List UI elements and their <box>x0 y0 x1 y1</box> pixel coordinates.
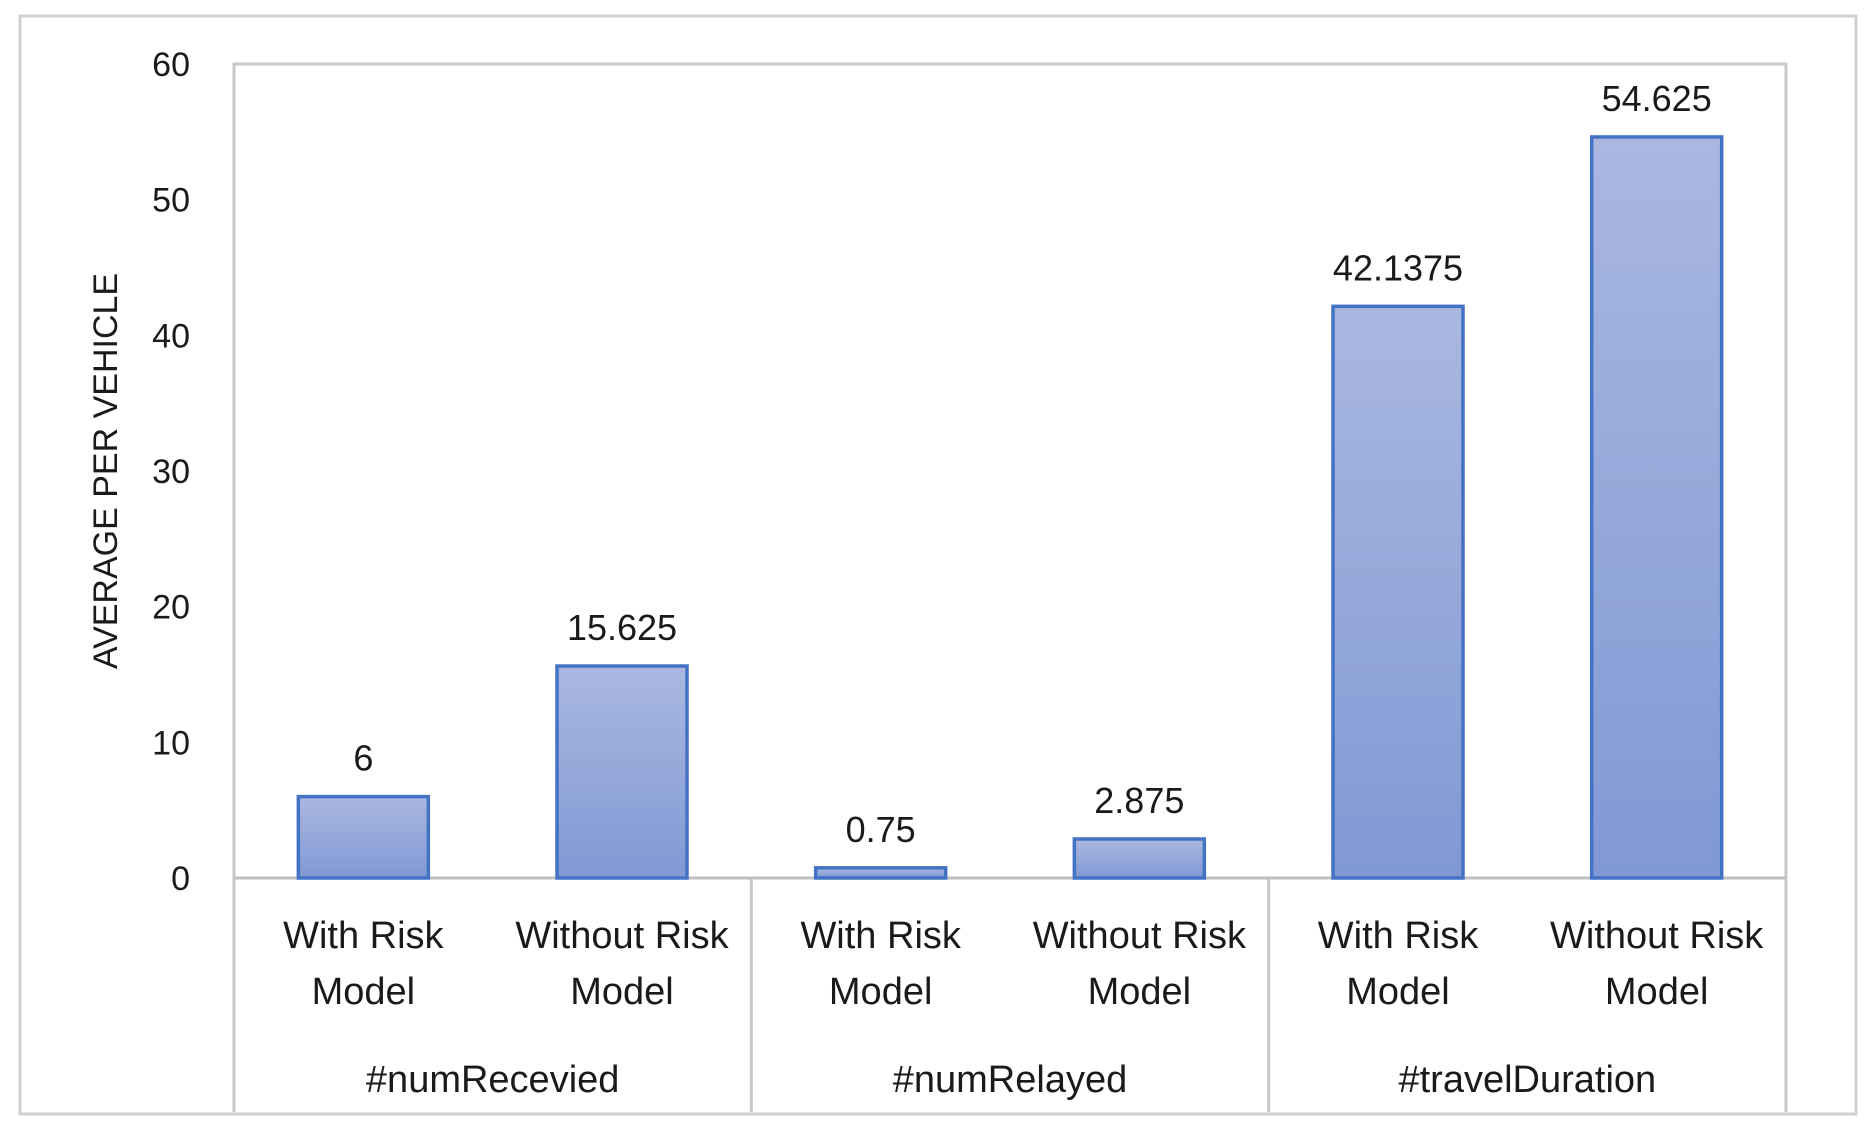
category-label-line2: Model <box>570 971 674 1013</box>
y-tick-label: 30 <box>152 453 190 491</box>
y-tick-label: 50 <box>152 182 190 220</box>
y-tick-label: 60 <box>152 46 190 84</box>
category-label-line2: Model <box>1088 971 1192 1013</box>
bar <box>1331 304 1465 880</box>
category-label-line2: Model <box>1605 971 1709 1013</box>
y-axis-title: AVERAGE PER VEHICLE <box>87 273 125 669</box>
axis-layer <box>232 62 1788 1112</box>
category-label-line2: Model <box>1346 971 1450 1013</box>
category-label-line1: Without Risk <box>515 915 729 957</box>
category-label-line2: Model <box>312 971 416 1013</box>
data-label: 6 <box>353 738 373 779</box>
y-tick-label: 10 <box>152 724 190 762</box>
y-tick-label: 20 <box>152 589 190 627</box>
bars-layer <box>296 135 1724 880</box>
data-label: 0.75 <box>846 809 916 850</box>
labels-layer: 0 10 20 30 40 50 60 6 With Risk Model 15.625 Withou… <box>152 46 1764 1101</box>
data-label: 2.875 <box>1094 780 1184 821</box>
bar <box>813 866 948 880</box>
y-tick-label: 40 <box>152 317 190 355</box>
group-label: #numRelayed <box>893 1059 1127 1101</box>
category-label-line1: Without Risk <box>1550 915 1764 957</box>
outer-frame <box>18 14 1858 1116</box>
category-label-line1: With Risk <box>800 915 961 957</box>
group-label: #travelDuration <box>1398 1059 1656 1101</box>
bar <box>296 794 431 880</box>
category-label-line1: With Risk <box>283 915 444 957</box>
group-label: #numRecevied <box>366 1059 619 1101</box>
bar <box>1072 837 1207 880</box>
data-label: 54.625 <box>1602 78 1712 119</box>
category-label-line1: With Risk <box>1318 915 1479 957</box>
category-label-line1: Without Risk <box>1033 915 1247 957</box>
category-label-line2: Model <box>829 971 933 1013</box>
bar <box>1589 135 1724 880</box>
y-tick-label: 0 <box>171 860 190 898</box>
bar <box>555 664 689 880</box>
data-label: 15.625 <box>567 607 677 648</box>
data-label: 42.1375 <box>1333 247 1463 288</box>
